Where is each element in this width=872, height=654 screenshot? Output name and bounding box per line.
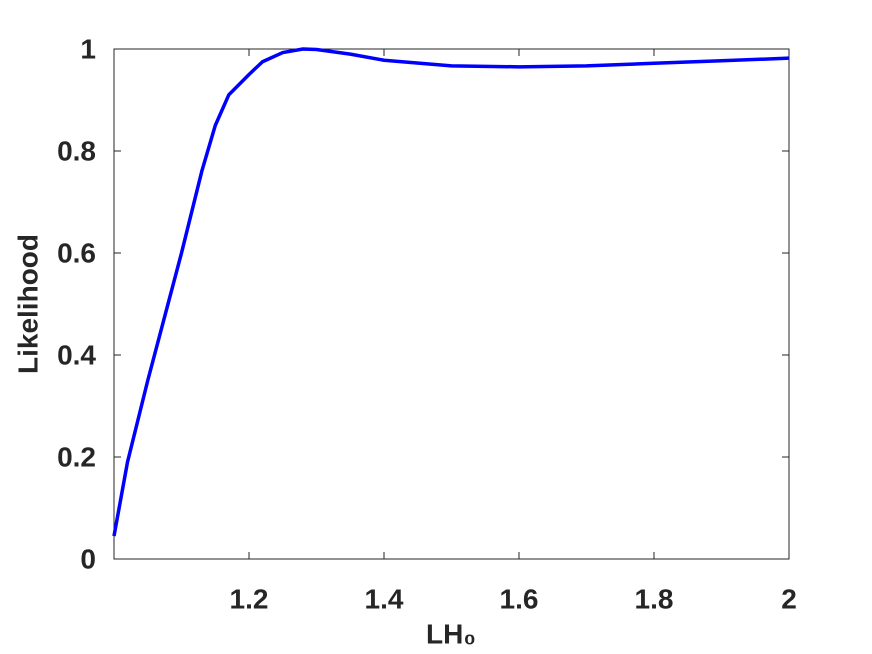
data-line <box>112 47 790 537</box>
y-axis-label: Likelihood <box>12 234 43 374</box>
y-tick-label: 0 <box>80 543 96 574</box>
y-tick-label: 0.8 <box>57 135 96 166</box>
y-tick-label: 0.4 <box>57 339 96 370</box>
x-tick-label: 1.4 <box>365 583 404 614</box>
x-tick-label: 1.8 <box>635 583 674 614</box>
x-axis-label: LH₀ <box>426 618 476 649</box>
x-tick-label: 1.2 <box>230 583 269 614</box>
plot-frame <box>113 48 790 560</box>
y-tick-label: 0.2 <box>57 441 96 472</box>
x-tick-label: 1.6 <box>500 583 539 614</box>
y-tick-label: 0.6 <box>57 237 96 268</box>
x-tick-label: 2 <box>781 583 797 614</box>
y-tick-label: 1 <box>80 33 96 64</box>
